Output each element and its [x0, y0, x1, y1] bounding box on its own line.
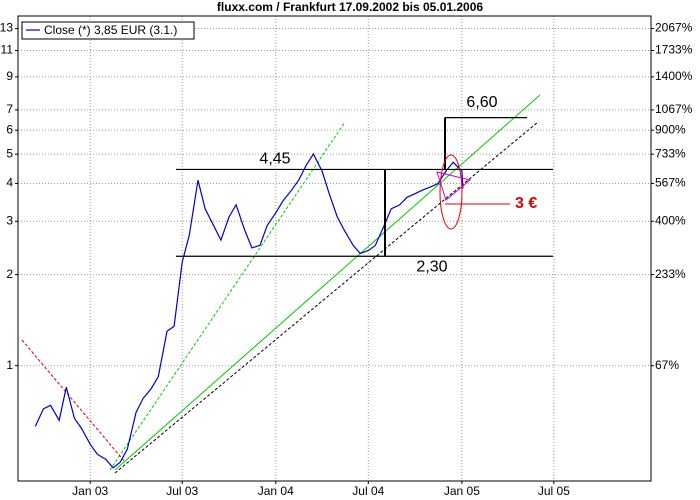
y-tick-label: 3 [6, 213, 13, 227]
y-tick-label: 5 [6, 146, 13, 160]
y2-tick-label: 1733% [655, 43, 693, 57]
trendline [114, 121, 539, 474]
note: 3 € [515, 195, 537, 212]
price-line [34, 152, 464, 469]
y-tick-label: 7 [6, 102, 13, 116]
level-label: 6,60 [466, 94, 497, 111]
y-tick-label: 1 [6, 358, 13, 372]
y2-tick-label: 733% [655, 146, 686, 160]
x-tick-label: Jul 05 [538, 484, 570, 498]
y-tick-label: 13 [0, 21, 13, 35]
legend-label: Close (*) 3,85 EUR (3.1.) [44, 23, 177, 37]
y2-tick-label: 1400% [655, 69, 693, 83]
legend: Close (*) 3,85 EUR (3.1.) [21, 21, 195, 40]
y2-tick-label: 67% [655, 358, 679, 372]
trendline [114, 94, 541, 471]
level-label: 2,30 [416, 258, 447, 275]
plot-frame [17, 15, 652, 482]
y2-tick-label: 400% [655, 213, 686, 227]
y-tick-label: 11 [1, 43, 14, 57]
legend-box [21, 21, 195, 40]
y-tick-label: 6 [6, 122, 13, 136]
level-label: 4,45 [259, 151, 290, 168]
x-tick-label: Jan 04 [258, 484, 294, 498]
y2-tick-label: 900% [655, 122, 686, 136]
y-tick-label: 2 [6, 267, 13, 281]
x-tick-label: Jan 05 [444, 484, 480, 498]
triangle [436, 171, 472, 201]
x-tick-label: Jul 03 [166, 484, 198, 498]
y-tick-label: 4 [6, 176, 13, 190]
trendline [21, 339, 126, 463]
y2-tick-label: 2067% [655, 21, 693, 35]
y2-tick-label: 233% [655, 267, 686, 281]
highlight-ellipse [439, 154, 463, 230]
y-tick-label: 9 [6, 69, 13, 83]
chart-title: fluxx.com / Frankfurt 17.09.2002 bis 05.… [217, 0, 483, 14]
x-tick-label: Jul 04 [352, 484, 384, 498]
x-tick-label: Jan 03 [72, 484, 108, 498]
y2-tick-label: 567% [655, 176, 686, 190]
y2-tick-label: 1067% [655, 102, 693, 116]
